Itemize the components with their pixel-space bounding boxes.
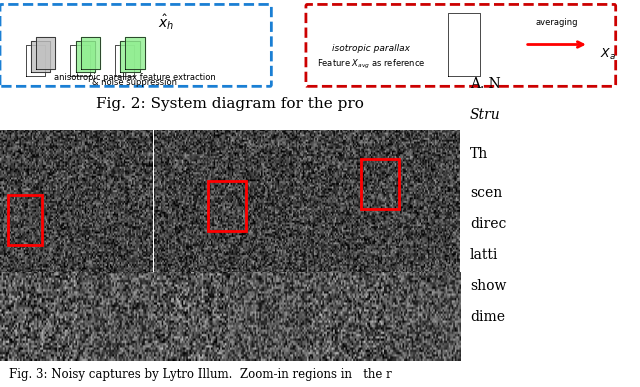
Polygon shape — [125, 38, 145, 68]
Text: dime: dime — [470, 310, 505, 324]
Polygon shape — [31, 41, 50, 72]
Bar — [8, 195, 42, 245]
Text: show: show — [470, 279, 506, 293]
Polygon shape — [115, 45, 134, 76]
Text: $X_{a}$: $X_{a}$ — [600, 47, 616, 62]
Text: Feature $X_{avg}$ as reference: Feature $X_{avg}$ as reference — [317, 58, 426, 71]
Polygon shape — [81, 38, 100, 68]
Polygon shape — [120, 41, 140, 72]
Bar — [207, 181, 246, 231]
Text: & noise suppression: & noise suppression — [92, 78, 177, 87]
Text: $\hat{x}_h$: $\hat{x}_h$ — [158, 12, 175, 32]
Text: anisotropic parallax feature extraction: anisotropic parallax feature extraction — [54, 73, 215, 82]
Polygon shape — [70, 45, 90, 76]
Text: A. N: A. N — [470, 77, 500, 91]
FancyBboxPatch shape — [0, 4, 271, 86]
Text: Fig. 2: System diagram for the pro: Fig. 2: System diagram for the pro — [97, 98, 364, 111]
Polygon shape — [448, 13, 480, 76]
Text: isotropic parallax: isotropic parallax — [332, 45, 410, 53]
Text: latti: latti — [470, 248, 498, 262]
Text: scen: scen — [470, 186, 502, 200]
Text: direc: direc — [470, 217, 506, 231]
Polygon shape — [26, 45, 45, 76]
Polygon shape — [76, 41, 95, 72]
Bar — [361, 159, 399, 209]
Text: Th: Th — [470, 147, 488, 161]
Text: Stru: Stru — [470, 108, 500, 122]
Text: Fig. 3: Noisy captures by Lytro Illum.  Zoom-in regions in   the r: Fig. 3: Noisy captures by Lytro Illum. Z… — [9, 368, 392, 381]
Text: averaging: averaging — [536, 18, 578, 27]
FancyBboxPatch shape — [306, 4, 616, 86]
Polygon shape — [36, 38, 55, 68]
